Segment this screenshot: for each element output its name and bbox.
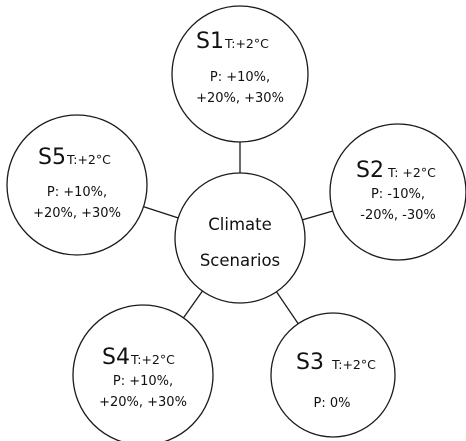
scenario-id: S1	[196, 29, 224, 54]
scenario-precip-line2: +20%, +30%	[196, 91, 284, 106]
scenario-precip-line1: P: +10%,	[113, 374, 173, 389]
center-title-line2: Scenarios	[200, 251, 280, 270]
scenario-heading: S4T:+2°C	[102, 345, 175, 370]
scenario-node-s4: S4T:+2°C P: +10%, +20%, +30%	[72, 304, 214, 441]
scenario-temperature: T: +2°C	[387, 165, 436, 180]
scenario-heading: S5T:+2°C	[38, 145, 111, 170]
scenario-precip-line1: P: -10%,	[371, 187, 425, 202]
scenario-node-s1: S1T:+2°C P: +10%, +20%, +30%	[171, 5, 309, 143]
scenario-precip-line2: -20%, -30%	[360, 208, 435, 223]
scenario-precip-line2: +20%, +30%	[33, 206, 121, 221]
scenario-id: S3	[296, 350, 324, 375]
scenario-node-s5: S5T:+2°C P: +10%, +20%, +30%	[6, 114, 148, 256]
scenario-node-s3: S3 T:+2°C P: 0%	[270, 312, 396, 438]
scenario-precip-line1: P: +10%,	[210, 70, 270, 85]
scenario-circle	[270, 312, 396, 438]
center-title-line1: Climate	[208, 215, 272, 234]
center-circle	[174, 172, 306, 304]
scenario-circle	[6, 114, 148, 256]
scenario-heading: S1T:+2°C	[196, 29, 269, 54]
scenario-node-s2: S2 T: +2°C P: -10%, -20%, -30%	[329, 123, 466, 261]
center-node: Climate Scenarios	[174, 172, 306, 304]
scenario-precip-line2: +20%, +30%	[99, 395, 187, 410]
scenario-id: S2	[356, 158, 384, 183]
scenario-precip-line1: P: 0%	[314, 396, 351, 411]
scenario-circle	[329, 123, 466, 261]
scenario-id: S5	[38, 145, 66, 170]
scenario-id: S4	[102, 345, 130, 370]
scenario-temperature: T:+2°C	[66, 152, 111, 167]
scenario-heading: S3 T:+2°C	[296, 350, 376, 375]
scenario-precip-line1: P: +10%,	[47, 185, 107, 200]
scenario-circle	[171, 5, 309, 143]
scenario-temperature: T:+2°C	[224, 36, 269, 51]
scenario-temperature: T:+2°C	[130, 352, 175, 367]
scenario-circle	[72, 304, 214, 441]
scenario-temperature: T:+2°C	[331, 357, 376, 372]
scenario-heading: S2 T: +2°C	[356, 158, 436, 183]
